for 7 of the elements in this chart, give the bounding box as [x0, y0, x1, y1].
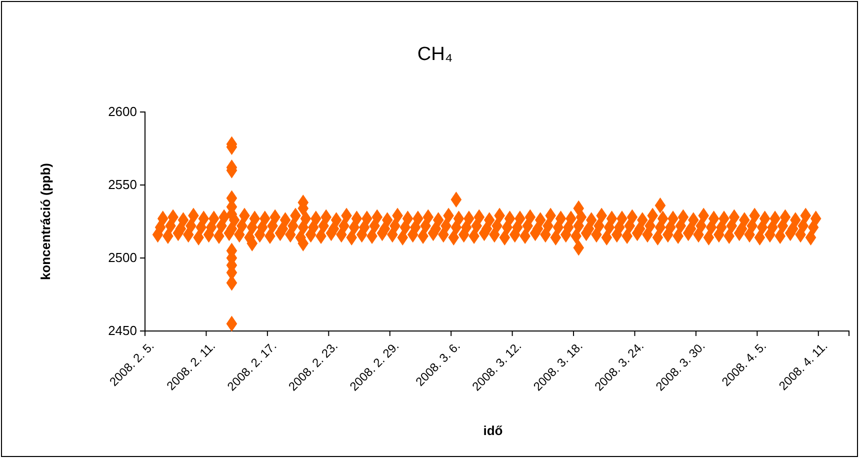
y-tick-label: 2450 — [108, 323, 137, 338]
y-tick-label: 2600 — [108, 104, 137, 120]
x-axis-title: idő — [483, 423, 503, 438]
y-axis-title: koncentráció (ppb) — [38, 162, 53, 280]
chart-title: CH₄ — [417, 44, 453, 65]
y-tick-label: 2550 — [108, 177, 137, 192]
y-tick-label: 2500 — [108, 250, 137, 266]
